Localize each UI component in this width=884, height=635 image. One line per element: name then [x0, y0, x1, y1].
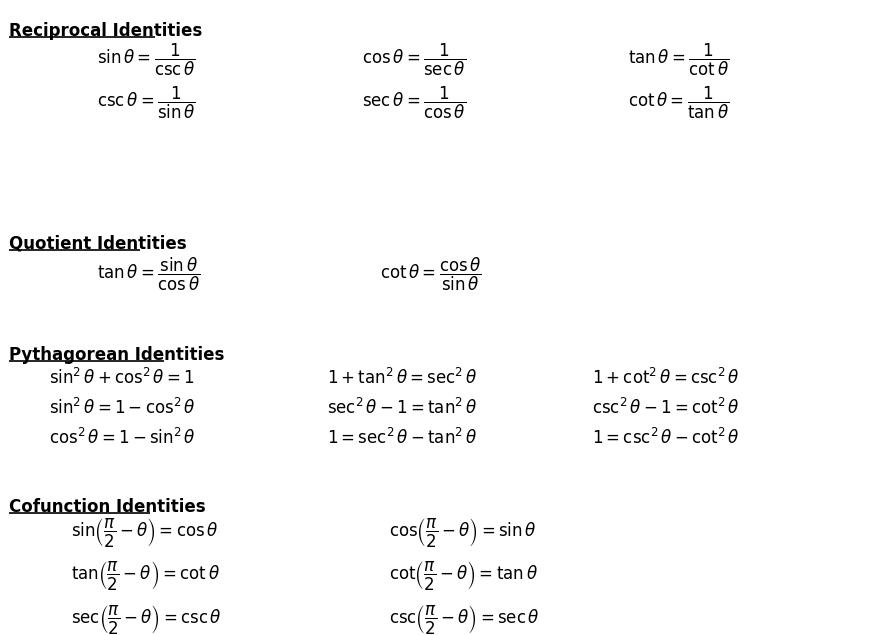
Text: $1 = \csc^2\theta - \cot^2\theta$: $1 = \csc^2\theta - \cot^2\theta$ [592, 427, 740, 448]
Text: $\sin\!\left(\dfrac{\pi}{2} - \theta\right) = \cos\theta$: $\sin\!\left(\dfrac{\pi}{2} - \theta\rig… [71, 516, 218, 549]
Text: $1 = \sec^2\theta - \tan^2\theta$: $1 = \sec^2\theta - \tan^2\theta$ [327, 427, 477, 448]
Text: $\cos^2\theta = 1 - \sin^2\theta$: $\cos^2\theta = 1 - \sin^2\theta$ [49, 427, 195, 448]
Text: $\csc^2\theta - 1 = \cot^2\theta$: $\csc^2\theta - 1 = \cot^2\theta$ [592, 398, 740, 418]
Text: $\sin\theta = \dfrac{1}{\csc\theta}$: $\sin\theta = \dfrac{1}{\csc\theta}$ [97, 42, 196, 79]
Text: $\tan\theta = \dfrac{1}{\cot\theta}$: $\tan\theta = \dfrac{1}{\cot\theta}$ [628, 42, 729, 79]
Text: Quotient Identities: Quotient Identities [9, 235, 187, 253]
Text: $1 + \tan^2\theta = \sec^2\theta$: $1 + \tan^2\theta = \sec^2\theta$ [327, 368, 477, 388]
Text: $\sin^2\theta = 1 - \cos^2\theta$: $\sin^2\theta = 1 - \cos^2\theta$ [49, 398, 195, 418]
Text: $1 + \cot^2\theta = \csc^2\theta$: $1 + \cot^2\theta = \csc^2\theta$ [592, 368, 740, 388]
Text: Reciprocal Identities: Reciprocal Identities [9, 22, 202, 40]
Text: $\sec^2\theta - 1 = \tan^2\theta$: $\sec^2\theta - 1 = \tan^2\theta$ [327, 398, 477, 418]
Text: $\sin^2\theta + \cos^2\theta = 1$: $\sin^2\theta + \cos^2\theta = 1$ [49, 368, 194, 388]
Text: $\cot\theta = \dfrac{1}{\tan\theta}$: $\cot\theta = \dfrac{1}{\tan\theta}$ [628, 84, 729, 121]
Text: Cofunction Identities: Cofunction Identities [9, 498, 205, 516]
Text: $\cot\!\left(\dfrac{\pi}{2} - \theta\right) = \tan\theta$: $\cot\!\left(\dfrac{\pi}{2} - \theta\rig… [389, 559, 537, 592]
Text: $\csc\!\left(\dfrac{\pi}{2} - \theta\right) = \sec\theta$: $\csc\!\left(\dfrac{\pi}{2} - \theta\rig… [389, 603, 540, 635]
Text: $\sec\theta = \dfrac{1}{\cos\theta}$: $\sec\theta = \dfrac{1}{\cos\theta}$ [362, 84, 467, 121]
Text: $\csc\theta = \dfrac{1}{\sin\theta}$: $\csc\theta = \dfrac{1}{\sin\theta}$ [97, 84, 196, 121]
Text: $\cos\!\left(\dfrac{\pi}{2} - \theta\right) = \sin\theta$: $\cos\!\left(\dfrac{\pi}{2} - \theta\rig… [389, 516, 537, 549]
Text: $\tan\theta = \dfrac{\sin\theta}{\cos\theta}$: $\tan\theta = \dfrac{\sin\theta}{\cos\th… [97, 256, 201, 293]
Text: $\sec\!\left(\dfrac{\pi}{2} - \theta\right) = \csc\theta$: $\sec\!\left(\dfrac{\pi}{2} - \theta\rig… [71, 603, 222, 635]
Text: Pythagorean Identities: Pythagorean Identities [9, 346, 225, 364]
Text: $\cot\theta = \dfrac{\cos\theta}{\sin\theta}$: $\cot\theta = \dfrac{\cos\theta}{\sin\th… [380, 256, 482, 293]
Text: $\tan\!\left(\dfrac{\pi}{2} - \theta\right) = \cot\theta$: $\tan\!\left(\dfrac{\pi}{2} - \theta\rig… [71, 559, 219, 592]
Text: $\cos\theta = \dfrac{1}{\sec\theta}$: $\cos\theta = \dfrac{1}{\sec\theta}$ [362, 42, 467, 79]
